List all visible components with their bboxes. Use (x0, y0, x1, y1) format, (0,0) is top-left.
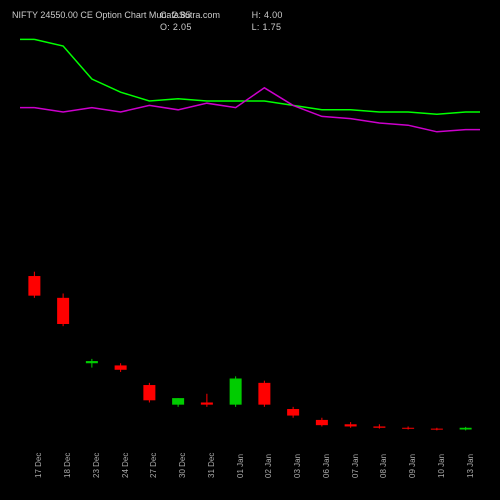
x-axis-label: 18 Dec (63, 453, 72, 478)
ohlc-readout: C: 2.85 O: 2.05 H: 4.00 L: 1.75 (160, 10, 283, 33)
x-axis-label: 02 Jan (264, 454, 273, 478)
x-axis-label: 24 Dec (121, 453, 130, 478)
candle-body (86, 361, 98, 363)
candle-body (460, 428, 472, 430)
candle-body (115, 365, 127, 369)
ohlc-open: O: 2.05 (160, 22, 192, 34)
candle-body (345, 424, 357, 426)
x-axis-labels: 17 Dec 18 Dec 23 Dec 24 Dec 27 Dec 30 Dec 31 D… (20, 440, 480, 495)
x-axis-label: 07 Jan (351, 454, 360, 478)
candle-body (28, 276, 40, 296)
ohlc-high: H: 4.00 (252, 10, 283, 22)
x-axis-label: 10 Jan (437, 454, 446, 478)
candle-body (230, 379, 242, 405)
x-axis-label: 06 Jan (322, 454, 331, 478)
x-axis-label: 08 Jan (379, 454, 388, 478)
candle-body (373, 426, 385, 427)
x-axis-label: 13 Jan (466, 454, 475, 478)
x-axis-label: 30 Dec (178, 453, 187, 478)
candle-body (143, 385, 155, 400)
candle-body (172, 398, 184, 405)
x-axis-label: 27 Dec (149, 453, 158, 478)
magenta-indicator-line (20, 88, 480, 132)
ohlc-low: L: 1.75 (252, 22, 283, 34)
x-axis-label: 17 Dec (34, 453, 43, 478)
x-axis-label: 31 Dec (207, 453, 216, 478)
candle-body (402, 428, 414, 429)
x-axis-label: 01 Jan (236, 454, 245, 478)
x-axis-label: 03 Jan (293, 454, 302, 478)
x-axis-label: 23 Dec (92, 453, 101, 478)
candle-body (316, 420, 328, 425)
candle-body (287, 409, 299, 416)
candle-body (258, 383, 270, 405)
price-chart (20, 35, 480, 435)
x-axis-label: 09 Jan (408, 454, 417, 478)
ohlc-close: C: 2.85 (160, 10, 192, 22)
candle-body (201, 402, 213, 404)
candle-body (431, 429, 443, 430)
green-indicator-line (20, 39, 480, 114)
candle-body (57, 298, 69, 324)
